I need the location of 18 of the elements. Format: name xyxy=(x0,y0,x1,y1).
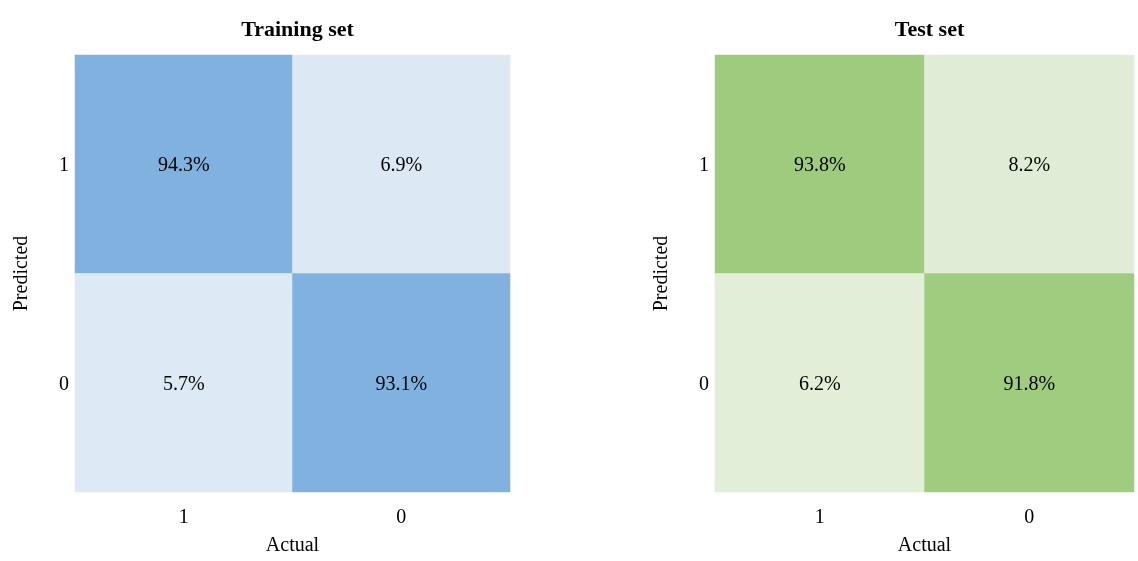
chart-title: Training set xyxy=(241,15,355,41)
x-tick-label: 1 xyxy=(178,505,189,527)
data-label: 6.9% xyxy=(380,153,423,176)
data-label: 94.3% xyxy=(157,153,210,176)
data-label: 8.2% xyxy=(1008,153,1051,176)
x-axis-title: Actual xyxy=(897,533,952,555)
y-axis-title: Predicted xyxy=(9,235,31,312)
x-tick-label: 0 xyxy=(396,505,407,527)
y-axis-title: Predicted xyxy=(649,235,671,312)
data-label: 6.2% xyxy=(798,371,841,394)
x-tick-label: 0 xyxy=(1024,505,1035,527)
data-label: 93.1% xyxy=(375,371,428,394)
data-label: 5.7% xyxy=(162,371,205,394)
x-tick-label: 1 xyxy=(814,505,825,527)
data-label: 91.8% xyxy=(1003,371,1056,394)
data-label: 93.8% xyxy=(793,153,846,176)
chart-title: Test set xyxy=(894,15,965,41)
x-axis-title: Actual xyxy=(265,533,320,555)
